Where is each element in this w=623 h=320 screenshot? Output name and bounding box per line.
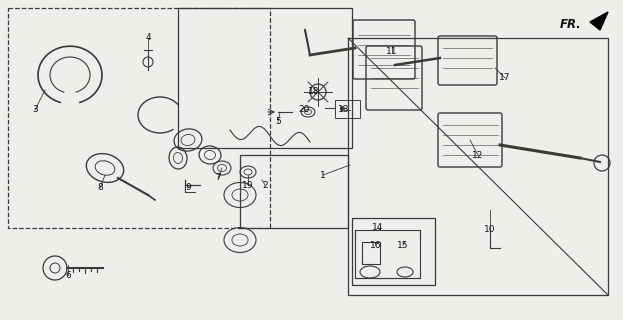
Bar: [8, 8, 270, 228]
Text: 6: 6: [65, 270, 71, 279]
Text: FR.: FR.: [560, 18, 582, 31]
Text: 2: 2: [262, 180, 268, 189]
Polygon shape: [590, 12, 608, 30]
Text: 7: 7: [215, 173, 221, 182]
Bar: [178, 8, 352, 148]
Text: 12: 12: [472, 150, 483, 159]
Bar: [348, 38, 608, 295]
Text: 8: 8: [97, 183, 103, 193]
Text: 14: 14: [373, 223, 384, 233]
Text: 4: 4: [145, 34, 151, 43]
Text: 3: 3: [32, 106, 38, 115]
Text: 20: 20: [298, 106, 310, 115]
Text: 16: 16: [370, 241, 382, 250]
Text: 9: 9: [185, 183, 191, 193]
Text: 5: 5: [275, 117, 281, 126]
Text: 17: 17: [499, 74, 511, 83]
Text: 15: 15: [397, 241, 409, 250]
Text: 13: 13: [338, 106, 350, 115]
Text: 11: 11: [386, 47, 397, 57]
Bar: [352, 218, 435, 285]
Bar: [240, 155, 348, 228]
Bar: [362, 242, 380, 264]
Text: 19: 19: [242, 180, 254, 189]
Text: 18: 18: [308, 87, 320, 97]
Text: 10: 10: [484, 226, 496, 235]
Text: 1: 1: [320, 171, 326, 180]
Bar: [355, 230, 420, 278]
